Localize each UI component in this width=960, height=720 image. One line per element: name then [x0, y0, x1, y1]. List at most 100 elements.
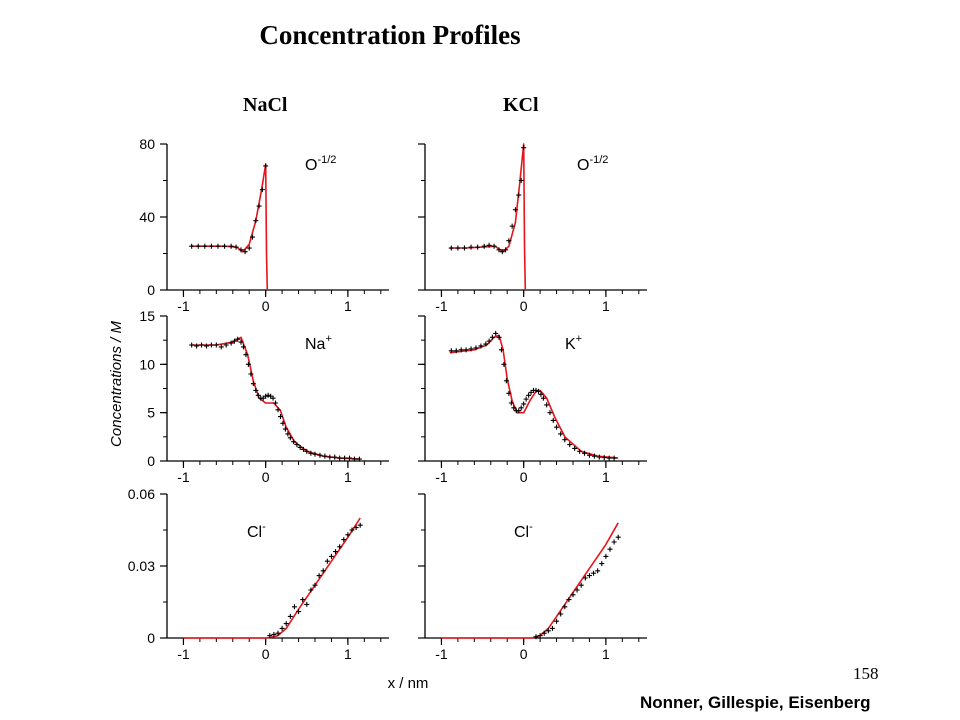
panel-2: -1 0 1 O-1/2 — [418, 143, 647, 314]
data-point — [208, 243, 214, 249]
data-point — [271, 631, 277, 637]
data-point — [195, 243, 201, 249]
data-point — [468, 244, 474, 250]
species-label: Na+ — [305, 333, 332, 353]
data-point — [240, 344, 246, 350]
data-point — [324, 558, 330, 564]
data-point — [463, 347, 469, 353]
model-curve — [449, 334, 619, 459]
x-tick-label: 0 — [520, 298, 528, 314]
data-point — [253, 218, 259, 224]
model-curve — [191, 163, 269, 291]
data-point — [501, 361, 507, 367]
data-point — [461, 245, 467, 251]
data-point — [448, 348, 454, 354]
data-point — [599, 561, 605, 567]
data-point — [246, 245, 252, 251]
data-point — [541, 630, 547, 636]
data-point — [280, 420, 286, 426]
data-point — [213, 342, 219, 348]
data-point — [586, 573, 592, 579]
data-point — [538, 391, 544, 397]
data-point — [483, 341, 489, 347]
data-point — [582, 450, 588, 456]
data-point — [308, 587, 314, 593]
data-point — [263, 163, 269, 169]
x-tick-label: 0 — [262, 646, 270, 662]
data-point — [203, 343, 209, 349]
x-tick-label: 0 — [520, 646, 528, 662]
data-point — [228, 340, 234, 346]
x-tick-label: -1 — [177, 298, 190, 314]
data-point — [486, 242, 492, 248]
data-point — [533, 634, 539, 640]
data-point — [615, 534, 621, 540]
data-point — [562, 604, 568, 610]
data-point — [518, 405, 524, 411]
data-point — [468, 346, 474, 352]
y-tick-label: 10 — [139, 356, 155, 372]
data-point — [493, 330, 499, 336]
y-tick-label: 40 — [139, 209, 155, 225]
data-point — [248, 371, 254, 377]
y-tick-label: 0 — [147, 282, 155, 298]
data-point — [283, 621, 289, 627]
data-point — [570, 592, 576, 598]
data-point — [455, 245, 461, 251]
data-point — [591, 570, 597, 576]
x-tick-label: -1 — [435, 469, 448, 485]
data-point — [473, 345, 479, 351]
data-point — [499, 249, 505, 255]
data-point — [453, 348, 459, 354]
data-point — [256, 203, 262, 209]
data-point — [189, 243, 195, 249]
slide-number: 158 — [853, 664, 879, 683]
data-point — [342, 455, 348, 461]
data-point — [300, 597, 306, 603]
data-point — [595, 568, 601, 574]
data-point — [304, 601, 310, 607]
data-point — [347, 455, 353, 461]
data-point — [317, 452, 323, 458]
data-point — [275, 630, 281, 636]
page-title: Concentration Profiles — [259, 20, 521, 50]
data-point — [250, 381, 256, 387]
panel-1: 0 40 80 -1 0 1 O-1/2 — [139, 136, 389, 314]
data-point — [603, 553, 609, 559]
data-point — [275, 407, 281, 413]
data-point — [223, 342, 229, 348]
data-point — [566, 597, 572, 603]
data-point — [574, 587, 580, 593]
column-heading-nacl: NaCl — [243, 94, 288, 116]
y-tick-label: 80 — [139, 136, 155, 152]
data-point — [287, 613, 293, 619]
data-point — [349, 527, 355, 533]
data-point — [567, 442, 573, 448]
data-point — [291, 604, 297, 610]
data-point — [312, 582, 318, 588]
data-point — [199, 342, 205, 348]
species-label: O-1/2 — [577, 154, 608, 174]
data-point — [498, 347, 504, 353]
data-point — [607, 546, 613, 552]
data-point — [277, 414, 283, 420]
x-tick-label: 1 — [602, 298, 610, 314]
data-point — [296, 609, 302, 615]
data-point — [475, 244, 481, 250]
data-point — [253, 387, 259, 393]
data-point — [285, 431, 291, 437]
author-credit: Nonner, Gillespie, Eisenberg — [640, 693, 871, 712]
y-tick-label: 0 — [147, 630, 155, 646]
data-point — [562, 437, 568, 443]
data-point — [337, 544, 343, 550]
data-point — [458, 347, 464, 353]
x-tick-label: 1 — [344, 298, 352, 314]
data-point — [297, 444, 303, 450]
data-point — [351, 456, 357, 462]
data-point — [235, 336, 241, 342]
data-point — [357, 522, 363, 528]
data-point — [550, 417, 556, 423]
data-point — [549, 625, 555, 631]
data-point — [518, 178, 524, 183]
data-point — [322, 453, 328, 459]
